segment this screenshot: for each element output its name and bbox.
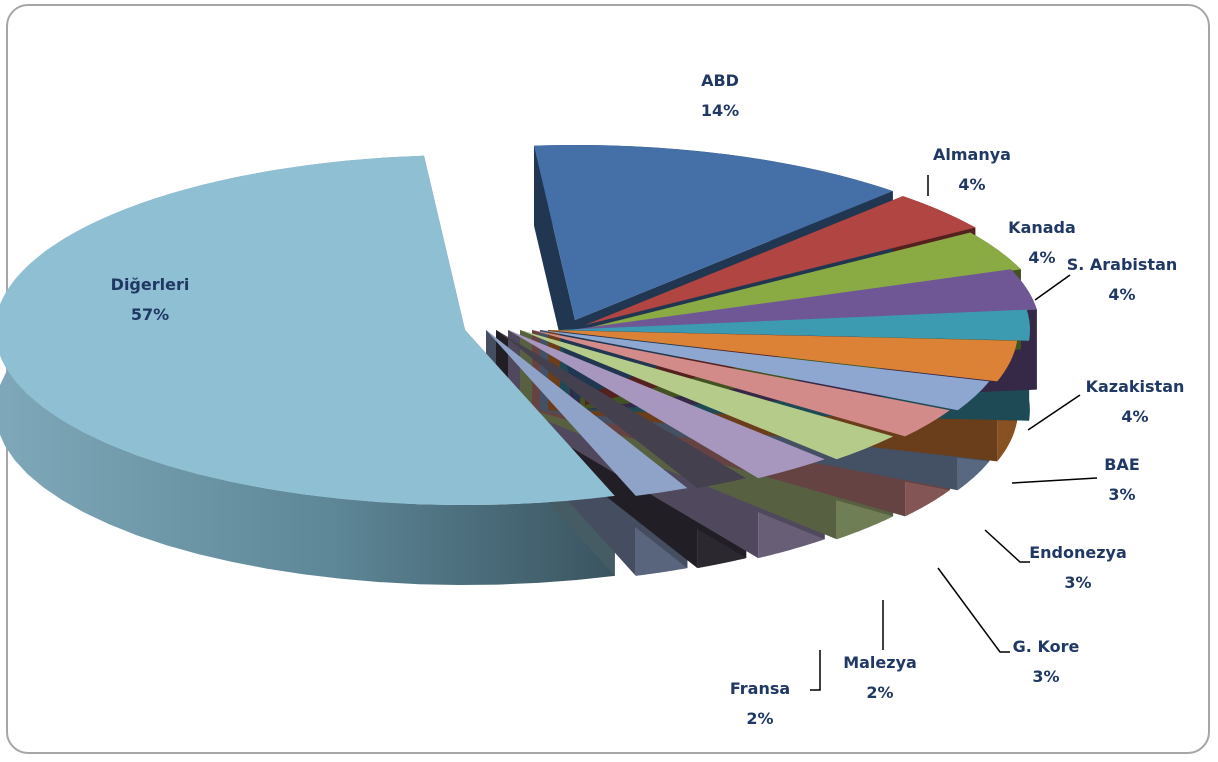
leader-line-g-kore — [937, 567, 1010, 653]
slice-value-label-abd: 14% — [701, 101, 739, 120]
pie-slice-endonezya — [520, 330, 894, 460]
slice-value-label-malezya: 2% — [866, 683, 893, 702]
slice-value-label-kanada: 4% — [1028, 248, 1055, 267]
leader-line-bae — [1011, 477, 1098, 484]
slice-value-label-endonezya: 3% — [1064, 573, 1091, 592]
slice-value-label-bae: 3% — [1108, 485, 1135, 504]
pie-slice-g-kore — [508, 330, 825, 479]
slice-value-label-s-arabistan: 4% — [1108, 285, 1135, 304]
pie-slice-unlabeled-4 — [560, 309, 1030, 341]
leader-line-endonezya — [984, 529, 1030, 563]
slice-label-malezya: Malezya — [843, 653, 917, 672]
slice-value-label-almanya: 4% — [958, 175, 985, 194]
pie-slice-abd — [534, 145, 893, 320]
pie-slice-s-arabistan — [570, 269, 1037, 330]
slice-label-fransa: Fransa — [730, 679, 790, 698]
slice-label-bae: BAE — [1104, 455, 1140, 474]
slice-label-s-arabistan: S. Arabistan — [1067, 255, 1178, 274]
pie-slice-bae — [532, 330, 950, 437]
pie-slice-almanya — [585, 196, 976, 325]
leader-line-kazakistan — [1027, 394, 1081, 431]
slice-label-kazakistan: Kazakistan — [1086, 377, 1185, 396]
slice-value-label-digerleri: 57% — [131, 305, 169, 324]
pie-slice-malezya — [496, 330, 747, 489]
slice-label-kanada: Kanada — [1008, 218, 1076, 237]
slice-label-abd: ABD — [701, 71, 739, 90]
slice-label-digerleri: Diğerleri — [111, 275, 190, 294]
pie-slice-kazakistan — [548, 330, 1018, 382]
slice-label-g-kore: G. Kore — [1013, 637, 1080, 656]
slice-value-label-kazakistan: 4% — [1121, 407, 1148, 426]
slice-value-label-g-kore: 3% — [1032, 667, 1059, 686]
slice-value-label-fransa: 2% — [746, 709, 773, 728]
slice-label-almanya: Almanya — [933, 145, 1011, 164]
pie-slice-digerleri — [0, 155, 615, 506]
pie-slice-fransa — [486, 330, 688, 496]
slice-label-endonezya: Endonezya — [1029, 543, 1127, 562]
leader-line-fransa — [810, 650, 821, 691]
leader-line-s-arabistan — [1034, 274, 1071, 301]
pie-slice-kanada — [580, 232, 1021, 330]
pie-slice-unlabeled-6 — [540, 330, 990, 411]
